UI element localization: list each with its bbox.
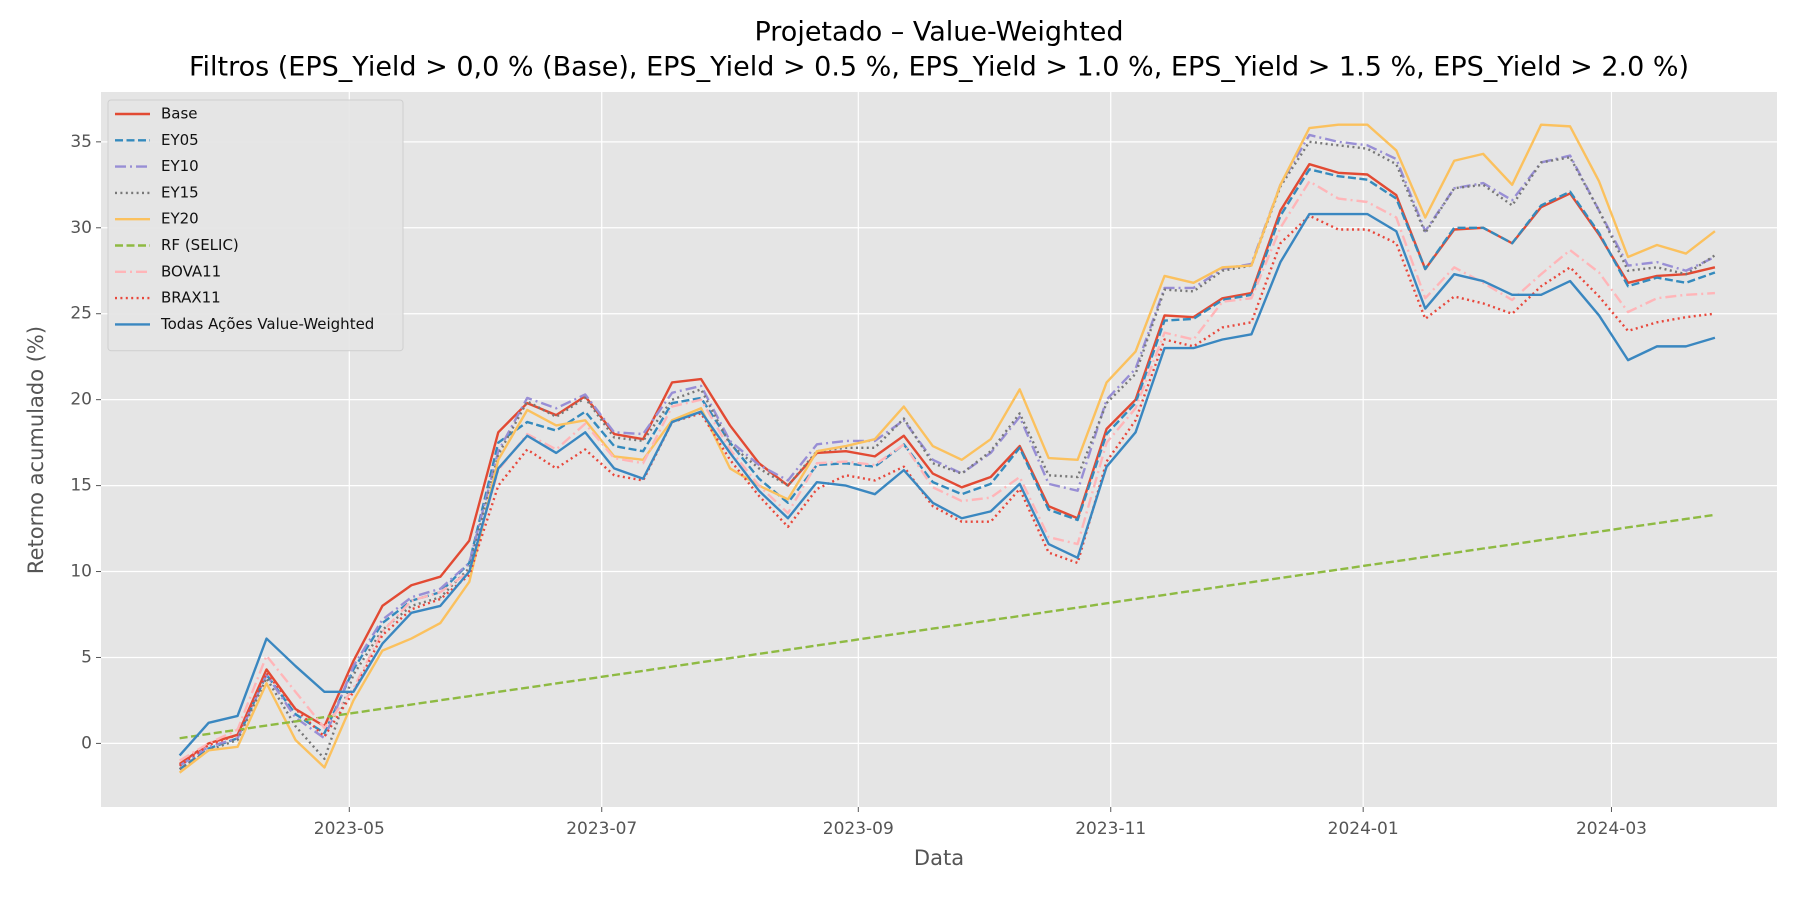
series-line	[178, 214, 1716, 767]
legend-label: Todas Ações Value-Weighted	[160, 315, 374, 333]
x-tick-label: 2023-05	[314, 819, 385, 839]
legend-label: RF (SELIC)	[161, 236, 239, 254]
series-line	[178, 140, 1716, 771]
y-tick-label: 10	[70, 562, 92, 582]
legend-label: BOVA11	[161, 262, 221, 280]
legend-label: EY20	[161, 210, 199, 228]
series-line	[179, 180, 1716, 762]
series-line	[178, 123, 1716, 774]
x-tick-label: 2023-09	[823, 819, 894, 839]
y-tick-label: 20	[70, 390, 92, 410]
y-axis-label: Retorno acumulado (%)	[24, 326, 48, 574]
y-tick-label: 35	[70, 132, 92, 152]
legend-label: BRAX11	[161, 289, 221, 307]
legend-label: EY10	[161, 157, 199, 175]
y-tick-label: 25	[70, 304, 92, 324]
x-tick-label: 2024-03	[1576, 819, 1647, 839]
y-tick-label: 30	[70, 218, 92, 238]
x-tick-label: 2023-07	[566, 819, 637, 839]
y-tick-label: 5	[81, 647, 92, 667]
legend-box	[107, 99, 404, 352]
x-axis-label: Data	[914, 846, 964, 870]
x-tick-label: 2023-11	[1075, 819, 1146, 839]
chart-title: Projetado – Value-Weighted	[754, 17, 1123, 48]
series-line	[178, 212, 1716, 757]
y-tick-label: 15	[70, 476, 92, 496]
legend-label: EY15	[161, 183, 199, 201]
series-line	[179, 513, 1716, 740]
series-line	[178, 162, 1716, 766]
y-tick-label: 0	[81, 733, 92, 753]
legend-label: Base	[161, 105, 198, 123]
legend-label: EY05	[161, 131, 199, 149]
legend: Base EY05 EY10 EY15 EY20 RF (SELIC) BOVA11 BRAX…	[107, 99, 404, 352]
series-line	[178, 168, 1716, 771]
x-tick-label: 2024-01	[1328, 819, 1399, 839]
chart-subtitle: Filtros (EPS_Yield > 0,0 % (Base), EPS_Y…	[189, 52, 1689, 83]
